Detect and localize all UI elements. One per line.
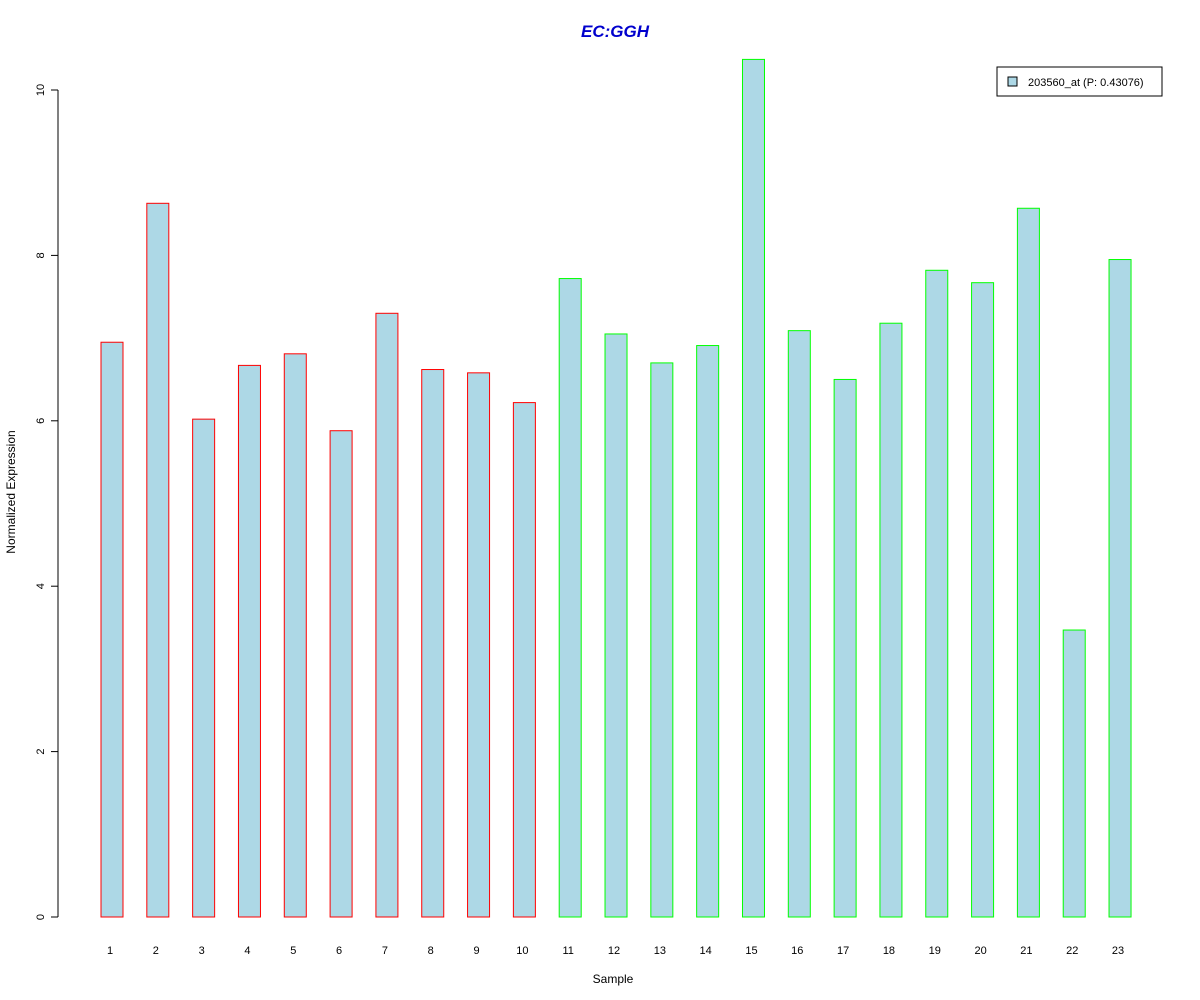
- x-tick-label: 3: [199, 945, 205, 957]
- x-tick-label: 20: [974, 945, 986, 957]
- bar-sample-17: [834, 379, 856, 917]
- bar-sample-8: [422, 370, 444, 917]
- bar-sample-9: [468, 373, 490, 917]
- x-tick-label: 13: [654, 945, 666, 957]
- bar-sample-6: [330, 431, 352, 917]
- x-tick-label: 5: [290, 945, 296, 957]
- x-tick-label: 1: [107, 945, 113, 957]
- bar-sample-11: [559, 279, 581, 917]
- bar-sample-7: [376, 313, 398, 917]
- y-tick-label: 2: [35, 749, 47, 755]
- x-tick-labels: 1 2 3 4 5 6 7 8 9 10 11 12 13 14 15 16 17 18 19 20 21 22 23: [107, 945, 1124, 957]
- x-tick-label: 6: [336, 945, 342, 957]
- y-tick-label: 4: [35, 583, 47, 589]
- bar-sample-23: [1109, 260, 1131, 917]
- x-tick-label: 9: [473, 945, 479, 957]
- bar-sample-1: [101, 342, 123, 917]
- legend: 203560_at (P: 0.43076): [997, 67, 1162, 96]
- bar-sample-19: [926, 270, 948, 917]
- bar-sample-5: [284, 354, 306, 917]
- x-tick-label: 19: [929, 945, 941, 957]
- legend-swatch: [1008, 77, 1017, 86]
- x-tick-label: 8: [428, 945, 434, 957]
- bar-sample-2: [147, 203, 169, 917]
- x-tick-label: 4: [244, 945, 250, 957]
- x-tick-label: 11: [562, 945, 573, 957]
- bar-sample-21: [1017, 208, 1039, 917]
- x-tick-label: 21: [1020, 945, 1032, 957]
- x-tick-label: 23: [1112, 945, 1124, 957]
- y-axis: 0 2 4 6 8 10: [35, 84, 58, 920]
- y-tick-label: 6: [35, 418, 47, 424]
- x-tick-label: 10: [516, 945, 528, 957]
- y-axis-label: Normalized Expression: [4, 430, 18, 553]
- y-tick-label: 10: [35, 84, 47, 96]
- x-tick-label: 7: [382, 945, 388, 957]
- bar-sample-15: [742, 59, 764, 917]
- x-axis-label: Sample: [593, 972, 634, 986]
- bar-sample-4: [238, 365, 260, 917]
- x-tick-label: 14: [700, 945, 712, 957]
- bar-sample-3: [193, 419, 215, 917]
- y-tick-label: 0: [35, 914, 47, 920]
- x-tick-label: 2: [153, 945, 159, 957]
- bar-sample-10: [513, 403, 535, 917]
- bar-sample-16: [788, 331, 810, 917]
- x-tick-label: 17: [837, 945, 849, 957]
- chart-title: EC:GGH: [581, 22, 650, 41]
- bar-sample-18: [880, 323, 902, 917]
- bar-sample-13: [651, 363, 673, 917]
- x-tick-label: 22: [1066, 945, 1078, 957]
- x-tick-label: 12: [608, 945, 620, 957]
- y-tick-label: 8: [35, 252, 47, 258]
- bar-sample-12: [605, 334, 627, 917]
- x-tick-label: 16: [791, 945, 803, 957]
- bars: [101, 59, 1131, 917]
- legend-label: 203560_at (P: 0.43076): [1028, 77, 1144, 89]
- x-tick-label: 15: [745, 945, 757, 957]
- x-tick-label: 18: [883, 945, 895, 957]
- bar-sample-14: [697, 346, 719, 917]
- bar-sample-22: [1063, 630, 1085, 917]
- bar-sample-20: [972, 283, 994, 917]
